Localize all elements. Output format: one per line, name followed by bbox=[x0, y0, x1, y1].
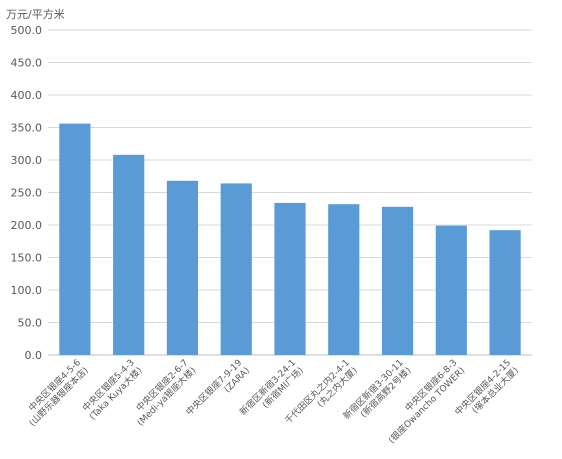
x-axis-tick-labels: 中央区银座4-5-6(山野乐器银座本店)中央区银座5-4-3(Taka Kuya… bbox=[26, 356, 521, 445]
bar bbox=[220, 183, 252, 355]
bar bbox=[381, 206, 414, 355]
x-tick-label: 中央区银座5-4-3(Taka Kuya大楼) bbox=[80, 357, 145, 423]
y-axis-tick-labels: 0.0 50.0 100.0 150.0 200.0 250.0 300.0 350.0 400… bbox=[11, 24, 43, 362]
y-tick-label: 500.0 bbox=[11, 24, 43, 37]
y-tick-label: 150.0 bbox=[11, 252, 43, 265]
y-tick-label: 350.0 bbox=[11, 122, 43, 135]
y-tick-label: 0.0 bbox=[25, 349, 43, 362]
y-tick-label: 200.0 bbox=[11, 219, 43, 232]
bar bbox=[59, 123, 91, 355]
x-tick-label: 中央区银座4-2-15(塚本总业大厦) bbox=[452, 357, 521, 418]
y-tick-label: 400.0 bbox=[11, 89, 43, 102]
y-tick-label: 450.0 bbox=[11, 57, 43, 70]
y-tick-label: 300.0 bbox=[11, 154, 43, 167]
bar bbox=[489, 230, 521, 355]
y-tick-label: 250.0 bbox=[11, 187, 43, 200]
bar bbox=[274, 202, 306, 355]
bar bbox=[435, 225, 467, 355]
bars bbox=[59, 123, 521, 355]
bar bbox=[166, 180, 199, 355]
bar bbox=[113, 154, 145, 355]
bar bbox=[328, 204, 360, 355]
x-tick-label: 中央区银座4-5-6(山野乐器银座本店) bbox=[26, 356, 91, 428]
y-axis-unit-label: 万元/平方米 bbox=[6, 7, 65, 21]
y-tick-label: 100.0 bbox=[11, 284, 43, 297]
y-tick-label: 50.0 bbox=[18, 317, 43, 330]
